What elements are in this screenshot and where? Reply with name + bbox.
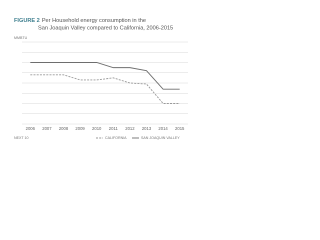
- x-tick-label: 2010: [92, 126, 102, 131]
- legend-label: CALIFORNIA: [105, 136, 127, 140]
- x-tick-label: 2007: [42, 126, 52, 131]
- x-tick-label: 2015: [175, 126, 185, 131]
- x-tick-label: 2014: [158, 126, 168, 131]
- source: NEXT 10: [14, 136, 29, 140]
- x-tick-label: 2009: [75, 126, 85, 131]
- series-line: [30, 74, 180, 104]
- y-axis-label: MMBTU: [14, 36, 28, 40]
- legend-label: SAN JOAQUIN VALLEY: [141, 136, 180, 140]
- figure-label: FIGURE 2: [14, 18, 40, 24]
- x-tick-label: 2013: [142, 126, 152, 131]
- page: {"chart_data": {"type": "line", "figure_…: [14, 18, 188, 140]
- chart-subtitle: San Joaquin Valley compared to Californi…: [38, 25, 173, 31]
- chart-title: FIGURE 2 Per Household energy consumption…: [14, 18, 146, 24]
- chart: FIGURE 2 Per Household energy consumption…: [14, 18, 188, 140]
- title-text: Per Household energy consumption in the: [42, 18, 146, 24]
- series-line: [30, 62, 180, 90]
- x-tick-label: 2006: [26, 126, 36, 131]
- x-tick-label: 2012: [125, 126, 135, 131]
- x-tick-label: 2011: [109, 126, 119, 131]
- x-tick-label: 2008: [59, 126, 69, 131]
